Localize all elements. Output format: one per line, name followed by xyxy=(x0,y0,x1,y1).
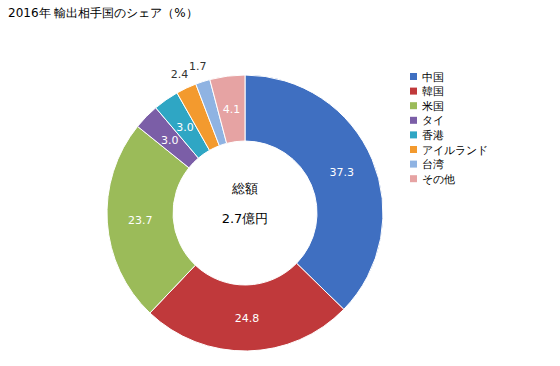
data-label: 2.4 xyxy=(171,68,189,81)
legend-label: 香港 xyxy=(422,129,444,142)
legend-marker xyxy=(410,175,417,182)
legend-marker xyxy=(410,146,417,153)
legend-label: 米国 xyxy=(422,100,444,113)
slice xyxy=(245,75,383,309)
legend-marker xyxy=(410,117,417,124)
legend-label: その他 xyxy=(422,173,455,186)
slices xyxy=(107,75,383,351)
legend-marker xyxy=(410,131,417,138)
legend-marker xyxy=(410,88,417,95)
legend-label: アイルランド xyxy=(422,144,488,157)
legend: 中国韓国米国タイ香港アイルランド台湾その他 xyxy=(410,71,488,186)
legend-label: タイ xyxy=(422,114,444,127)
legend-marker xyxy=(410,102,417,109)
legend-label: 台湾 xyxy=(422,158,444,171)
center-label: 2.7億円 xyxy=(222,211,269,226)
data-label: 3.0 xyxy=(161,134,179,147)
data-label: 37.3 xyxy=(330,166,355,179)
data-label: 4.1 xyxy=(223,103,241,116)
legend-label: 韓国 xyxy=(422,85,444,98)
data-label: 3.0 xyxy=(176,121,194,134)
title: 2016年 輸出相手国のシェア（%） xyxy=(8,6,198,20)
data-label: 1.7 xyxy=(189,60,207,73)
data-label: 24.8 xyxy=(235,312,260,325)
legend-label: 中国 xyxy=(422,71,444,84)
slice xyxy=(210,75,245,143)
center-label: 総額 xyxy=(231,181,258,196)
legend-marker xyxy=(410,161,417,168)
data-label: 23.7 xyxy=(128,214,153,227)
chart: 2016年 輸出相手国のシェア（%） 37.3 24.8 23.7 3.03.0 2.41… xyxy=(0,0,560,366)
legend-marker xyxy=(410,73,417,80)
